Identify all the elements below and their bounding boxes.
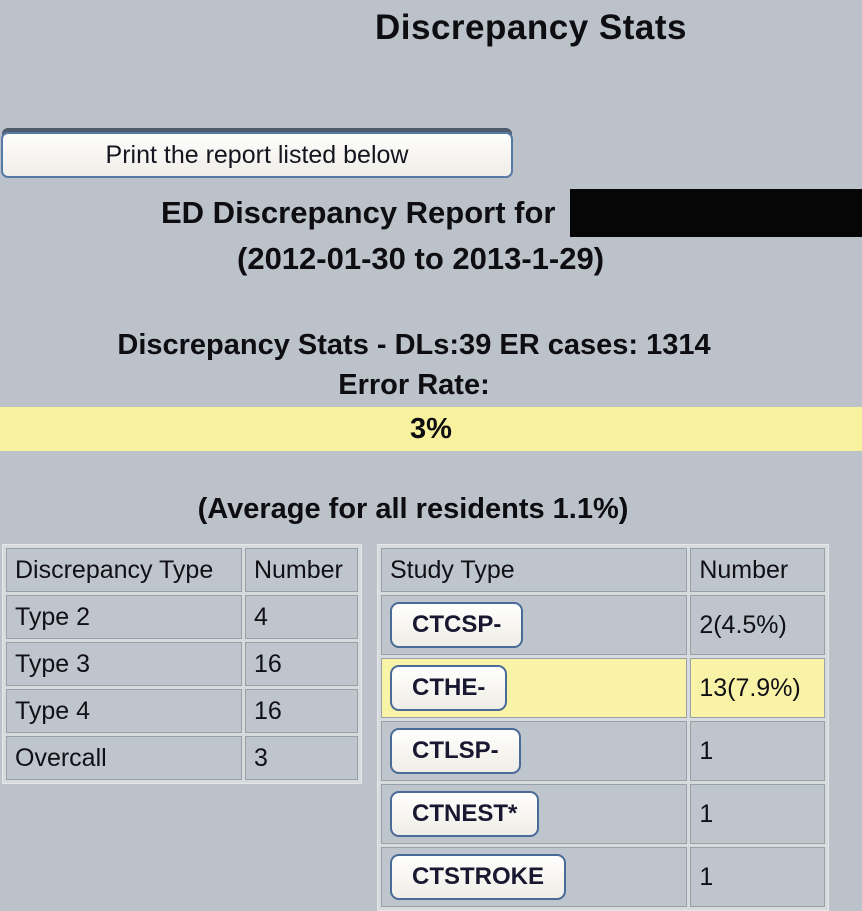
table-header-row: Study Type Number [381, 548, 825, 592]
number-cell: 4 [245, 595, 358, 639]
study-type-button[interactable]: CTNEST* [390, 791, 539, 837]
redacted-name-box [570, 189, 862, 237]
number-cell: 16 [245, 642, 358, 686]
study-number-cell: 2(4.5%) [690, 595, 825, 655]
error-rate-label: Error Rate: [0, 369, 845, 407]
report-heading: ED Discrepancy Report for [0, 188, 862, 238]
study-type-cell: CTNEST* [381, 784, 687, 844]
table-row: CTLSP- 1 [381, 721, 825, 781]
discrepancy-type-cell: Type 4 [6, 689, 242, 733]
number-cell: 16 [245, 689, 358, 733]
number-header: Number [690, 548, 825, 592]
study-type-cell: CTHE- [381, 658, 687, 718]
study-table: Study Type Number CTCSP- 2(4.5%) CTHE- 13(7… [377, 544, 829, 911]
study-type-cell: CTSTROKE [381, 847, 687, 907]
number-header: Number [245, 548, 358, 592]
number-cell: 3 [245, 736, 358, 780]
table-row: CTHE- 13(7.9%) [381, 658, 825, 718]
discrepancy-type-cell: Overcall [6, 736, 242, 780]
page-title: Discrepancy Stats [0, 0, 862, 48]
report-date-range: (2012-01-30 to 2013-1-29) [0, 241, 862, 285]
table-row: CTSTROKE 1 [381, 847, 825, 907]
error-rate-value: 3% [410, 413, 452, 445]
print-report-button[interactable]: Print the report listed below [1, 132, 513, 178]
discrepancy-type-cell: Type 2 [6, 595, 242, 639]
average-residents-line: (Average for all residents 1.1%) [0, 493, 844, 535]
study-type-button[interactable]: CTSTROKE [390, 854, 566, 900]
study-type-button[interactable]: CTCSP- [390, 602, 523, 648]
discrepancy-type-cell: Type 3 [6, 642, 242, 686]
study-type-button[interactable]: CTLSP- [390, 728, 521, 774]
study-type-header: Study Type [381, 548, 687, 592]
stats-summary: Discrepancy Stats - DLs:39 ER cases: 131… [0, 329, 845, 369]
table-row: CTNEST* 1 [381, 784, 825, 844]
study-type-cell: CTLSP- [381, 721, 687, 781]
study-number-cell: 1 [690, 784, 825, 844]
study-type-cell: CTCSP- [381, 595, 687, 655]
study-number-cell: 1 [690, 847, 825, 907]
table-row: CTCSP- 2(4.5%) [381, 595, 825, 655]
discrepancy-type-header: Discrepancy Type [6, 548, 242, 592]
error-rate-value-bar: 3% [0, 407, 862, 451]
report-heading-text: ED Discrepancy Report for [161, 195, 556, 231]
table-header-row: Discrepancy Type Number [6, 548, 358, 592]
study-type-button[interactable]: CTHE- [390, 665, 507, 711]
study-number-cell: 1 [690, 721, 825, 781]
study-number-cell: 13(7.9%) [690, 658, 825, 718]
